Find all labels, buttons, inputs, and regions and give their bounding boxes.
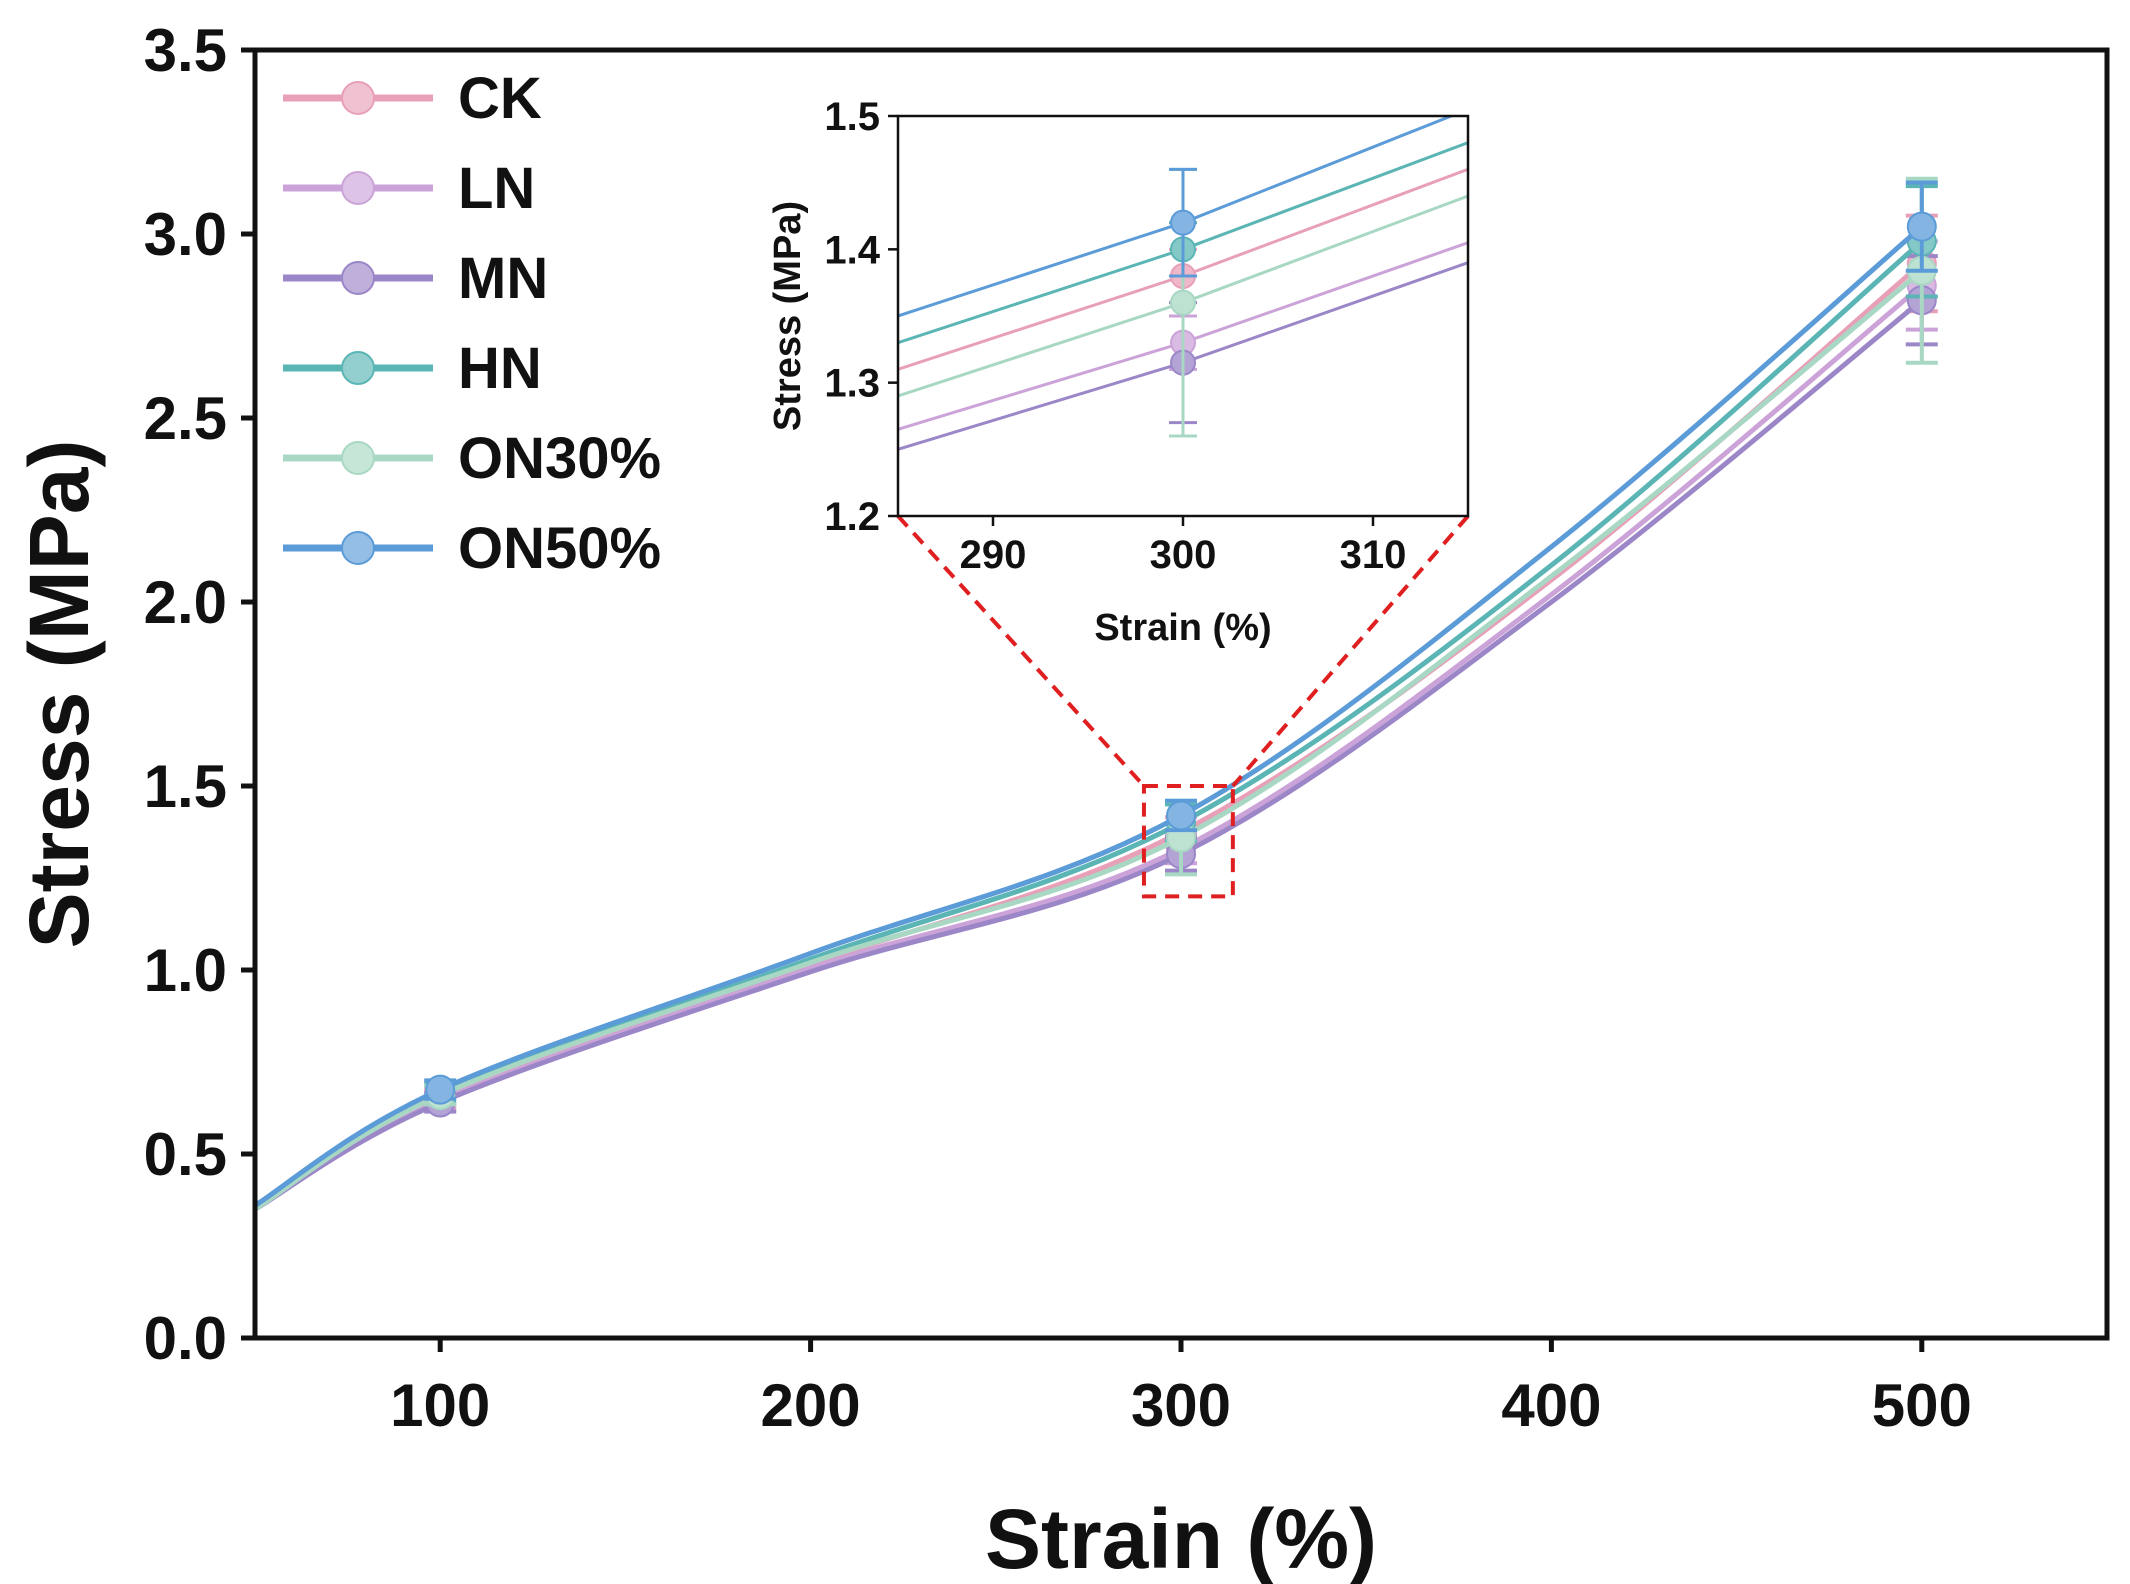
y-tick-label: 1.5	[144, 753, 227, 820]
inset-plot-frame	[896, 114, 1470, 518]
legend-marker	[341, 531, 375, 565]
legend-item-ck: CK	[283, 66, 542, 131]
y-tick-label: 3.0	[144, 201, 227, 268]
legend-item-on50: ON50%	[283, 516, 661, 581]
x-tick-label: 400	[1501, 1372, 1601, 1439]
inset-y-tick-label: 1.5	[824, 95, 880, 139]
inset-x-tick-label: 290	[960, 533, 1027, 577]
legend-marker	[341, 351, 375, 385]
zoom-box	[1141, 784, 1235, 899]
zoom-connector-right	[1231, 514, 1470, 788]
inset-y-axis-title: Stress (MPa)	[767, 201, 809, 431]
inset-y-tick-label: 1.3	[824, 362, 880, 406]
legend-label: CK	[458, 66, 542, 131]
main-x-axis-title: Strain (%)	[985, 1492, 1377, 1584]
legend-marker	[341, 441, 375, 475]
zoom-indicator	[896, 514, 1470, 899]
x-tick-label: 100	[390, 1372, 490, 1439]
y-tick-label: 1.0	[144, 937, 227, 1004]
inset-x-axis-title: Strain (%)	[1094, 607, 1271, 649]
inset-y-tick-label: 1.4	[824, 228, 880, 272]
y-tick-label: 0.0	[144, 1305, 227, 1372]
y-tick-label: 2.5	[144, 385, 227, 452]
legend-marker	[341, 81, 375, 115]
main-plot-series	[255, 176, 1938, 1212]
main-plot-frame	[252, 47, 2110, 1341]
zoom-connector-left	[896, 514, 1146, 788]
legend-marker	[341, 171, 375, 205]
data-point	[425, 1074, 456, 1105]
inset-x-tick-label: 310	[1340, 533, 1407, 577]
main-axis-ticks: 100 200 300 400 500 0.0 0.5 1.0 1.5 2.0 2.5 3.0 3.5	[144, 17, 1972, 1439]
y-tick-label: 3.5	[144, 17, 227, 84]
legend-label: HN	[458, 336, 542, 401]
legend-label: ON30%	[458, 426, 661, 491]
inset-y-tick-label: 1.2	[824, 495, 880, 539]
inset-axis-ticks: 290 300 310 1.2 1.3 1.4 1.5	[824, 95, 1406, 577]
legend-label: LN	[458, 156, 535, 221]
inset-x-tick-label: 300	[1150, 533, 1217, 577]
y-tick-label: 2.0	[144, 569, 227, 636]
legend-item-mn: MN	[283, 246, 548, 311]
legend-item-on30: ON30%	[283, 426, 661, 491]
legend: CK LN MN HN ON30% ON50%	[283, 66, 661, 581]
x-tick-label: 200	[761, 1372, 861, 1439]
data-point	[1166, 800, 1196, 831]
legend-label: ON50%	[458, 516, 661, 581]
y-tick-label: 0.5	[144, 1121, 227, 1188]
main-y-axis-title: Stress (MPa)	[12, 440, 106, 949]
inset-data-point	[1170, 209, 1196, 236]
x-tick-label: 500	[1872, 1372, 1972, 1439]
inset-plot-series	[898, 116, 1468, 451]
legend-item-ln: LN	[283, 156, 535, 221]
legend-label: MN	[458, 246, 548, 311]
legend-item-hn: HN	[283, 336, 542, 401]
inset-data-point	[1170, 289, 1196, 316]
data-point	[1906, 211, 1937, 242]
legend-marker	[341, 261, 375, 295]
x-tick-label: 300	[1131, 1372, 1231, 1439]
